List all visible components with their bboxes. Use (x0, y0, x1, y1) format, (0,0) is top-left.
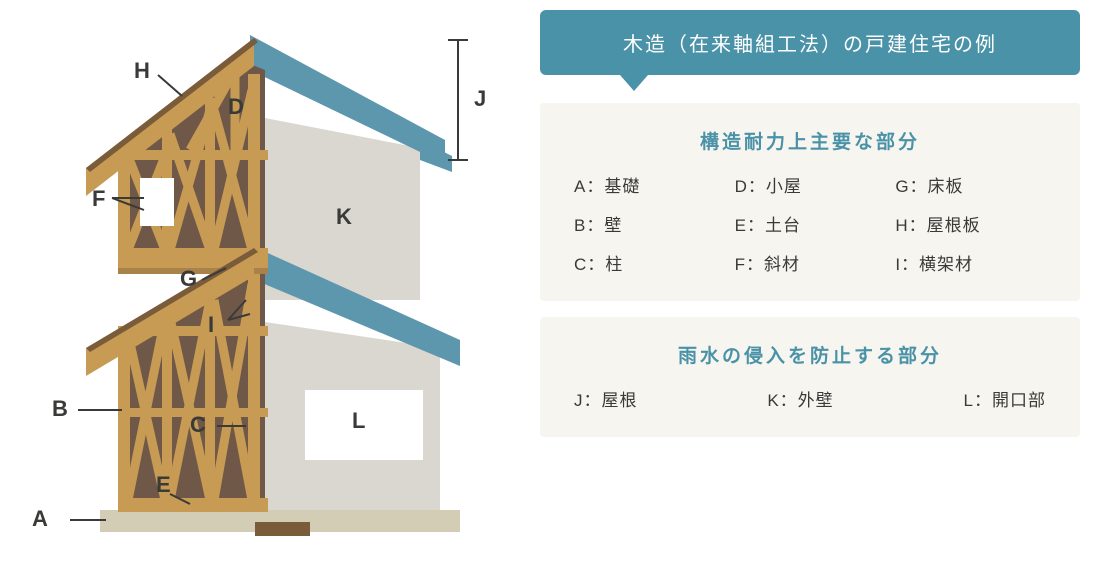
legend-item: I：横架材 (895, 250, 1046, 275)
legend-item: L：開口部 (964, 386, 1046, 411)
legend-item: F：斜材 (735, 250, 886, 275)
label-f: F (92, 186, 105, 212)
panel-structure: 構造耐力上主要な部分 A：基礎 D：小屋 G：床板 B：壁 E：土台 H：屋根板 C：柱 F：… (540, 103, 1080, 301)
label-b: B (52, 396, 68, 422)
title-banner: 木造（在来軸組工法）の戸建住宅の例 (540, 10, 1080, 75)
label-c: C (190, 412, 206, 438)
label-g: G (180, 266, 197, 292)
label-k: K (336, 204, 352, 230)
label-j: J (474, 86, 486, 112)
legend-item: K：外壁 (767, 386, 833, 411)
rain-row: J：屋根 K：外壁 L：開口部 (574, 386, 1046, 411)
infographic-root: A B C D E F G H I J K L 木造（在来軸組工法）の戸建住宅の… (0, 0, 1100, 560)
legend-area: 木造（在来軸組工法）の戸建住宅の例 構造耐力上主要な部分 A：基礎 D：小屋 G：床… (520, 0, 1100, 560)
panel-structure-title: 構造耐力上主要な部分 (574, 127, 1046, 154)
label-l: L (352, 408, 365, 434)
legend-item: J：屋根 (574, 386, 638, 411)
label-a: A (32, 506, 48, 532)
legend-item: E：土台 (735, 211, 886, 236)
panel-rain-title: 雨水の侵入を防止する部分 (574, 341, 1046, 368)
label-d: D (228, 94, 244, 120)
legend-item: H：屋根板 (895, 211, 1046, 236)
legend-item: A：基礎 (574, 172, 725, 197)
legend-item: G：床板 (895, 172, 1046, 197)
legend-item: B：壁 (574, 211, 725, 236)
label-h: H (134, 58, 150, 84)
structure-grid: A：基礎 D：小屋 G：床板 B：壁 E：土台 H：屋根板 C：柱 F：斜材 I：横架材 (574, 172, 1046, 275)
label-e: E (156, 472, 171, 498)
house-illustration: A B C D E F G H I J K L (40, 0, 500, 560)
legend-item: C：柱 (574, 250, 725, 275)
label-i: I (208, 312, 214, 338)
panel-rain: 雨水の侵入を防止する部分 J：屋根 K：外壁 L：開口部 (540, 317, 1080, 437)
legend-item: D：小屋 (735, 172, 886, 197)
diagram-area: A B C D E F G H I J K L (0, 0, 520, 560)
